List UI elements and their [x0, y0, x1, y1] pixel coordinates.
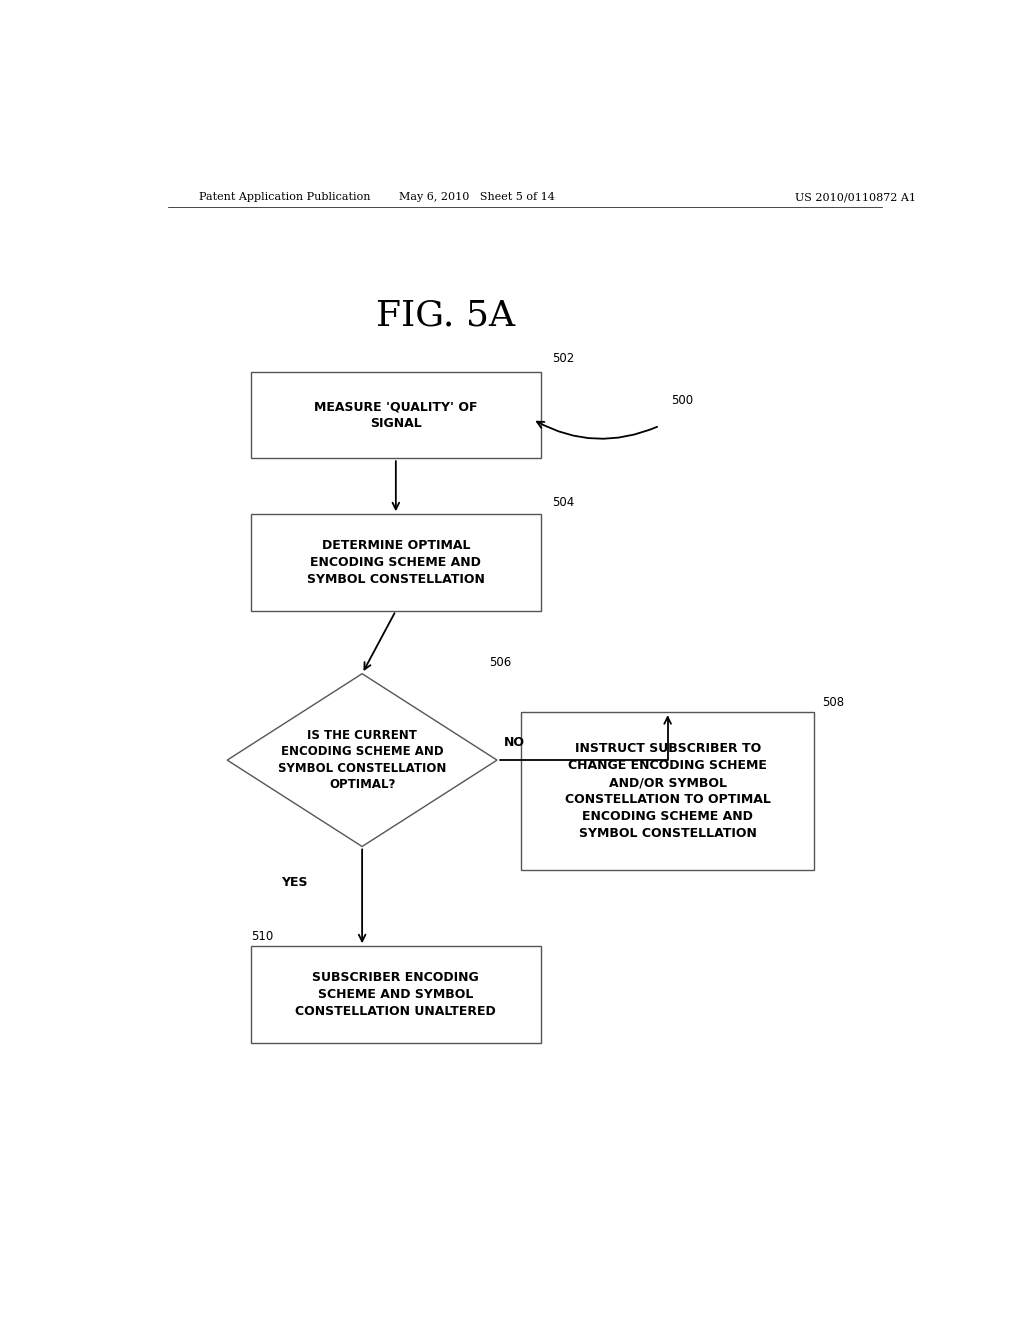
Text: DETERMINE OPTIMAL
ENCODING SCHEME AND
SYMBOL CONSTELLATION: DETERMINE OPTIMAL ENCODING SCHEME AND SY… — [307, 539, 484, 586]
Text: SUBSCRIBER ENCODING
SCHEME AND SYMBOL
CONSTELLATION UNALTERED: SUBSCRIBER ENCODING SCHEME AND SYMBOL CO… — [296, 972, 497, 1018]
FancyBboxPatch shape — [251, 946, 541, 1043]
Text: 502: 502 — [553, 351, 574, 364]
Text: INSTRUCT SUBSCRIBER TO
CHANGE ENCODING SCHEME
AND/OR SYMBOL
CONSTELLATION TO OPT: INSTRUCT SUBSCRIBER TO CHANGE ENCODING S… — [564, 742, 771, 840]
Text: 506: 506 — [489, 656, 511, 669]
Text: YES: YES — [282, 875, 308, 888]
Polygon shape — [227, 673, 497, 846]
FancyBboxPatch shape — [251, 372, 541, 458]
Text: 500: 500 — [672, 393, 693, 407]
Text: May 6, 2010   Sheet 5 of 14: May 6, 2010 Sheet 5 of 14 — [399, 191, 555, 202]
Text: 508: 508 — [822, 696, 845, 709]
FancyBboxPatch shape — [251, 515, 541, 611]
Text: MEASURE 'QUALITY' OF
SIGNAL: MEASURE 'QUALITY' OF SIGNAL — [314, 400, 477, 430]
Text: NO: NO — [504, 737, 525, 750]
Text: IS THE CURRENT
ENCODING SCHEME AND
SYMBOL CONSTELLATION
OPTIMAL?: IS THE CURRENT ENCODING SCHEME AND SYMBO… — [278, 729, 446, 792]
Text: US 2010/0110872 A1: US 2010/0110872 A1 — [795, 191, 915, 202]
FancyBboxPatch shape — [521, 713, 814, 870]
Text: 504: 504 — [553, 496, 574, 510]
Text: FIG. 5A: FIG. 5A — [376, 298, 515, 333]
Text: 510: 510 — [251, 931, 273, 942]
Text: Patent Application Publication: Patent Application Publication — [200, 191, 371, 202]
